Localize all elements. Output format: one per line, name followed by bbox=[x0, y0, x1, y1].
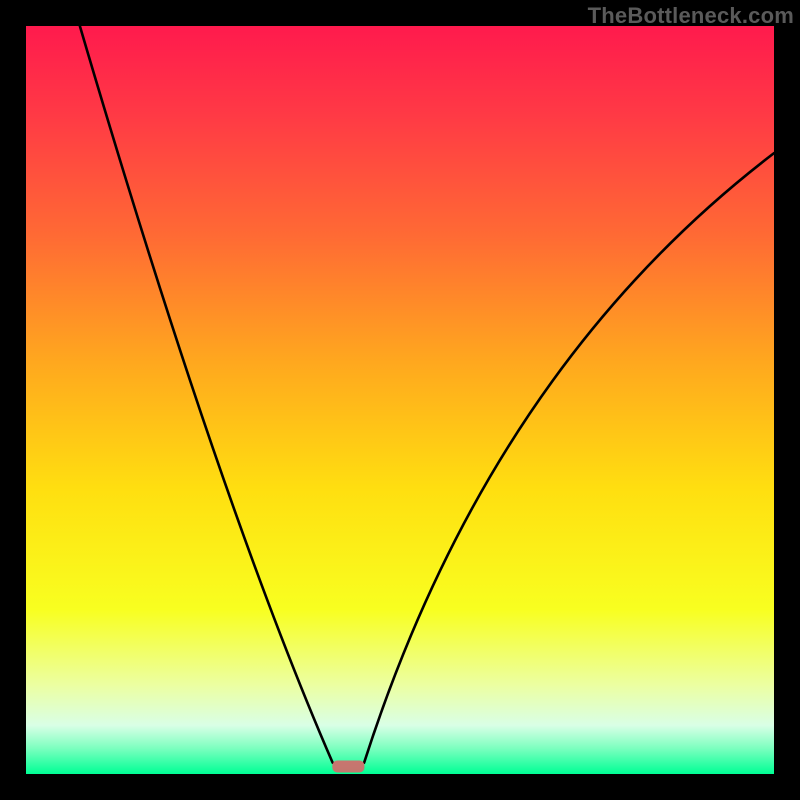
chart-stage: TheBottleneck.com bbox=[0, 0, 800, 800]
chart-svg bbox=[0, 0, 800, 800]
watermark-text: TheBottleneck.com bbox=[588, 3, 794, 29]
valley-marker bbox=[332, 761, 364, 773]
